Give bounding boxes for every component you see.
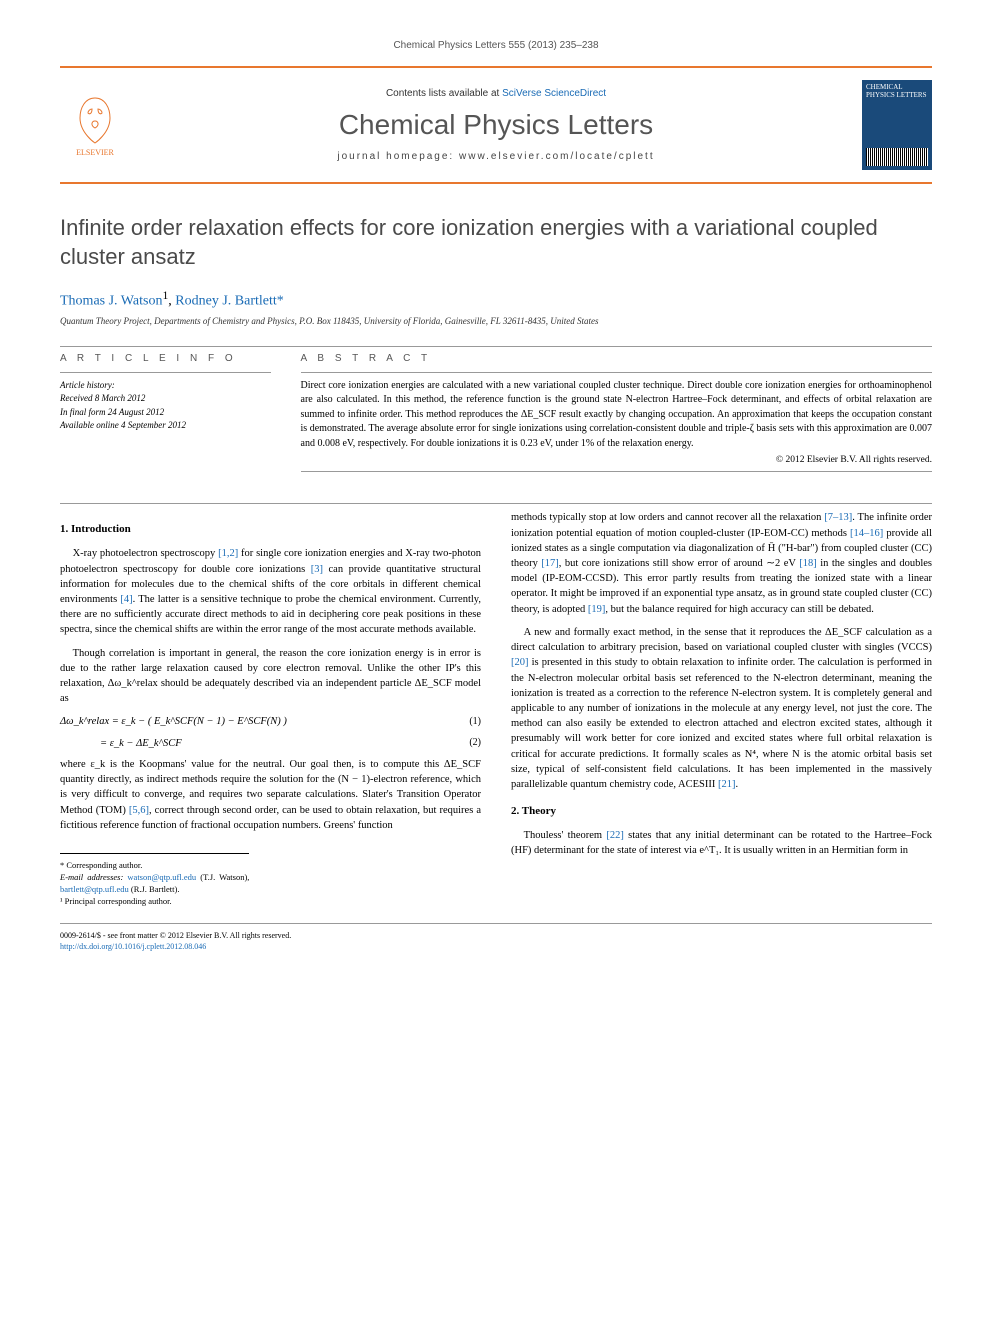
abstract: A B S T R A C T Direct core ionization e… [301,353,933,479]
section-heading-intro: 1. Introduction [60,522,481,538]
paragraph: Thouless' theorem [22] states that any i… [511,828,932,858]
abstract-body: Direct core ionization energies are calc… [301,379,933,452]
paragraph: X-ray photoelectron spectroscopy [1,2] f… [60,546,481,637]
paragraph: Though correlation is important in gener… [60,646,481,707]
sciencedirect-link[interactable]: SciVerse ScienceDirect [502,88,606,99]
equation-2: = ε_k − ΔE_k^SCF (2) [60,736,481,751]
divider [60,346,932,347]
divider [301,471,933,472]
affiliation: Quantum Theory Project, Departments of C… [60,316,932,326]
barcode-icon [866,148,928,166]
online-date: Available online 4 September 2012 [60,419,271,433]
author-link[interactable]: Thomas J. Watson [60,294,162,309]
abstract-heading: A B S T R A C T [301,353,933,364]
divider [301,372,933,373]
email-link[interactable]: watson@qtp.ufl.edu [127,872,196,882]
ref-link[interactable]: [14–16] [850,528,883,539]
author-link[interactable]: Rodney J. Bartlett [175,294,277,309]
equation-number: (1) [469,715,481,730]
left-column: 1. Introduction X-ray photoelectron spec… [60,510,481,907]
divider [60,503,932,504]
ref-link[interactable]: [20] [511,657,529,668]
equation-content: = ε_k − ΔE_k^SCF [60,736,182,751]
journal-header: ELSEVIER Contents lists available at Sci… [60,66,932,184]
paragraph: methods typically stop at low orders and… [511,510,932,617]
ref-link[interactable]: [4] [120,594,132,605]
section-heading-theory: 2. Theory [511,804,932,820]
copyright-line: 0009-2614/$ - see front matter © 2012 El… [60,930,932,941]
authors: Thomas J. Watson1, Rodney J. Bartlett* [60,289,932,310]
emails-note: E-mail addresses: watson@qtp.ufl.edu (T.… [60,872,249,896]
journal-title: Chemical Physics Letters [130,109,862,141]
paragraph: A new and formally exact method, in the … [511,625,932,792]
homepage-url[interactable]: www.elsevier.com/locate/cplett [459,151,655,162]
ref-link[interactable]: [1,2] [218,548,238,559]
received-date: Received 8 March 2012 [60,392,271,406]
cover-title: CHEMICAL PHYSICS LETTERS [866,84,928,99]
publisher-name: ELSEVIER [76,148,114,157]
abstract-copyright: © 2012 Elsevier B.V. All rights reserved… [301,455,933,465]
homepage-line: journal homepage: www.elsevier.com/locat… [130,151,862,162]
ref-link[interactable]: [22] [606,830,624,841]
homepage-prefix: journal homepage: [337,151,459,162]
ref-link[interactable]: [21] [718,779,736,790]
contents-prefix: Contents lists available at [386,88,502,99]
ref-link[interactable]: [18] [799,558,817,569]
ref-link[interactable]: [17] [541,558,559,569]
elsevier-logo: ELSEVIER [60,85,130,165]
ref-link[interactable]: [7–13] [824,512,852,523]
equation-content: Δω_k^relax = ε_k − ( E_k^SCF(N − 1) − E^… [60,714,287,729]
equation-1: Δω_k^relax = ε_k − ( E_k^SCF(N − 1) − E^… [60,714,481,729]
principal-note: ¹ Principal corresponding author. [60,896,249,908]
footnotes: * Corresponding author. E-mail addresses… [60,853,249,908]
equation-number: (2) [469,736,481,751]
article-title: Infinite order relaxation effects for co… [60,214,932,271]
corresponding-mark[interactable]: * [277,294,284,309]
email-link[interactable]: bartlett@qtp.ufl.edu [60,884,129,894]
info-heading: A R T I C L E I N F O [60,353,271,364]
journal-cover-thumb: CHEMICAL PHYSICS LETTERS [862,80,932,170]
page-footer: 0009-2614/$ - see front matter © 2012 El… [60,923,932,952]
contents-line: Contents lists available at SciVerse Sci… [130,88,862,99]
divider [60,372,271,373]
ref-link[interactable]: [3] [311,564,323,575]
paragraph: where ε_k is the Koopmans' value for the… [60,757,481,833]
running-header: Chemical Physics Letters 555 (2013) 235–… [60,40,932,51]
corr-note: * Corresponding author. [60,860,249,872]
right-column: methods typically stop at low orders and… [511,510,932,907]
article-info: A R T I C L E I N F O Article history: R… [60,353,271,479]
ref-link[interactable]: [19] [588,604,606,615]
final-form-date: In final form 24 August 2012 [60,406,271,420]
ref-link[interactable]: [5,6] [129,805,149,816]
history-label: Article history: [60,379,271,393]
doi-link[interactable]: http://dx.doi.org/10.1016/j.cplett.2012.… [60,942,206,951]
